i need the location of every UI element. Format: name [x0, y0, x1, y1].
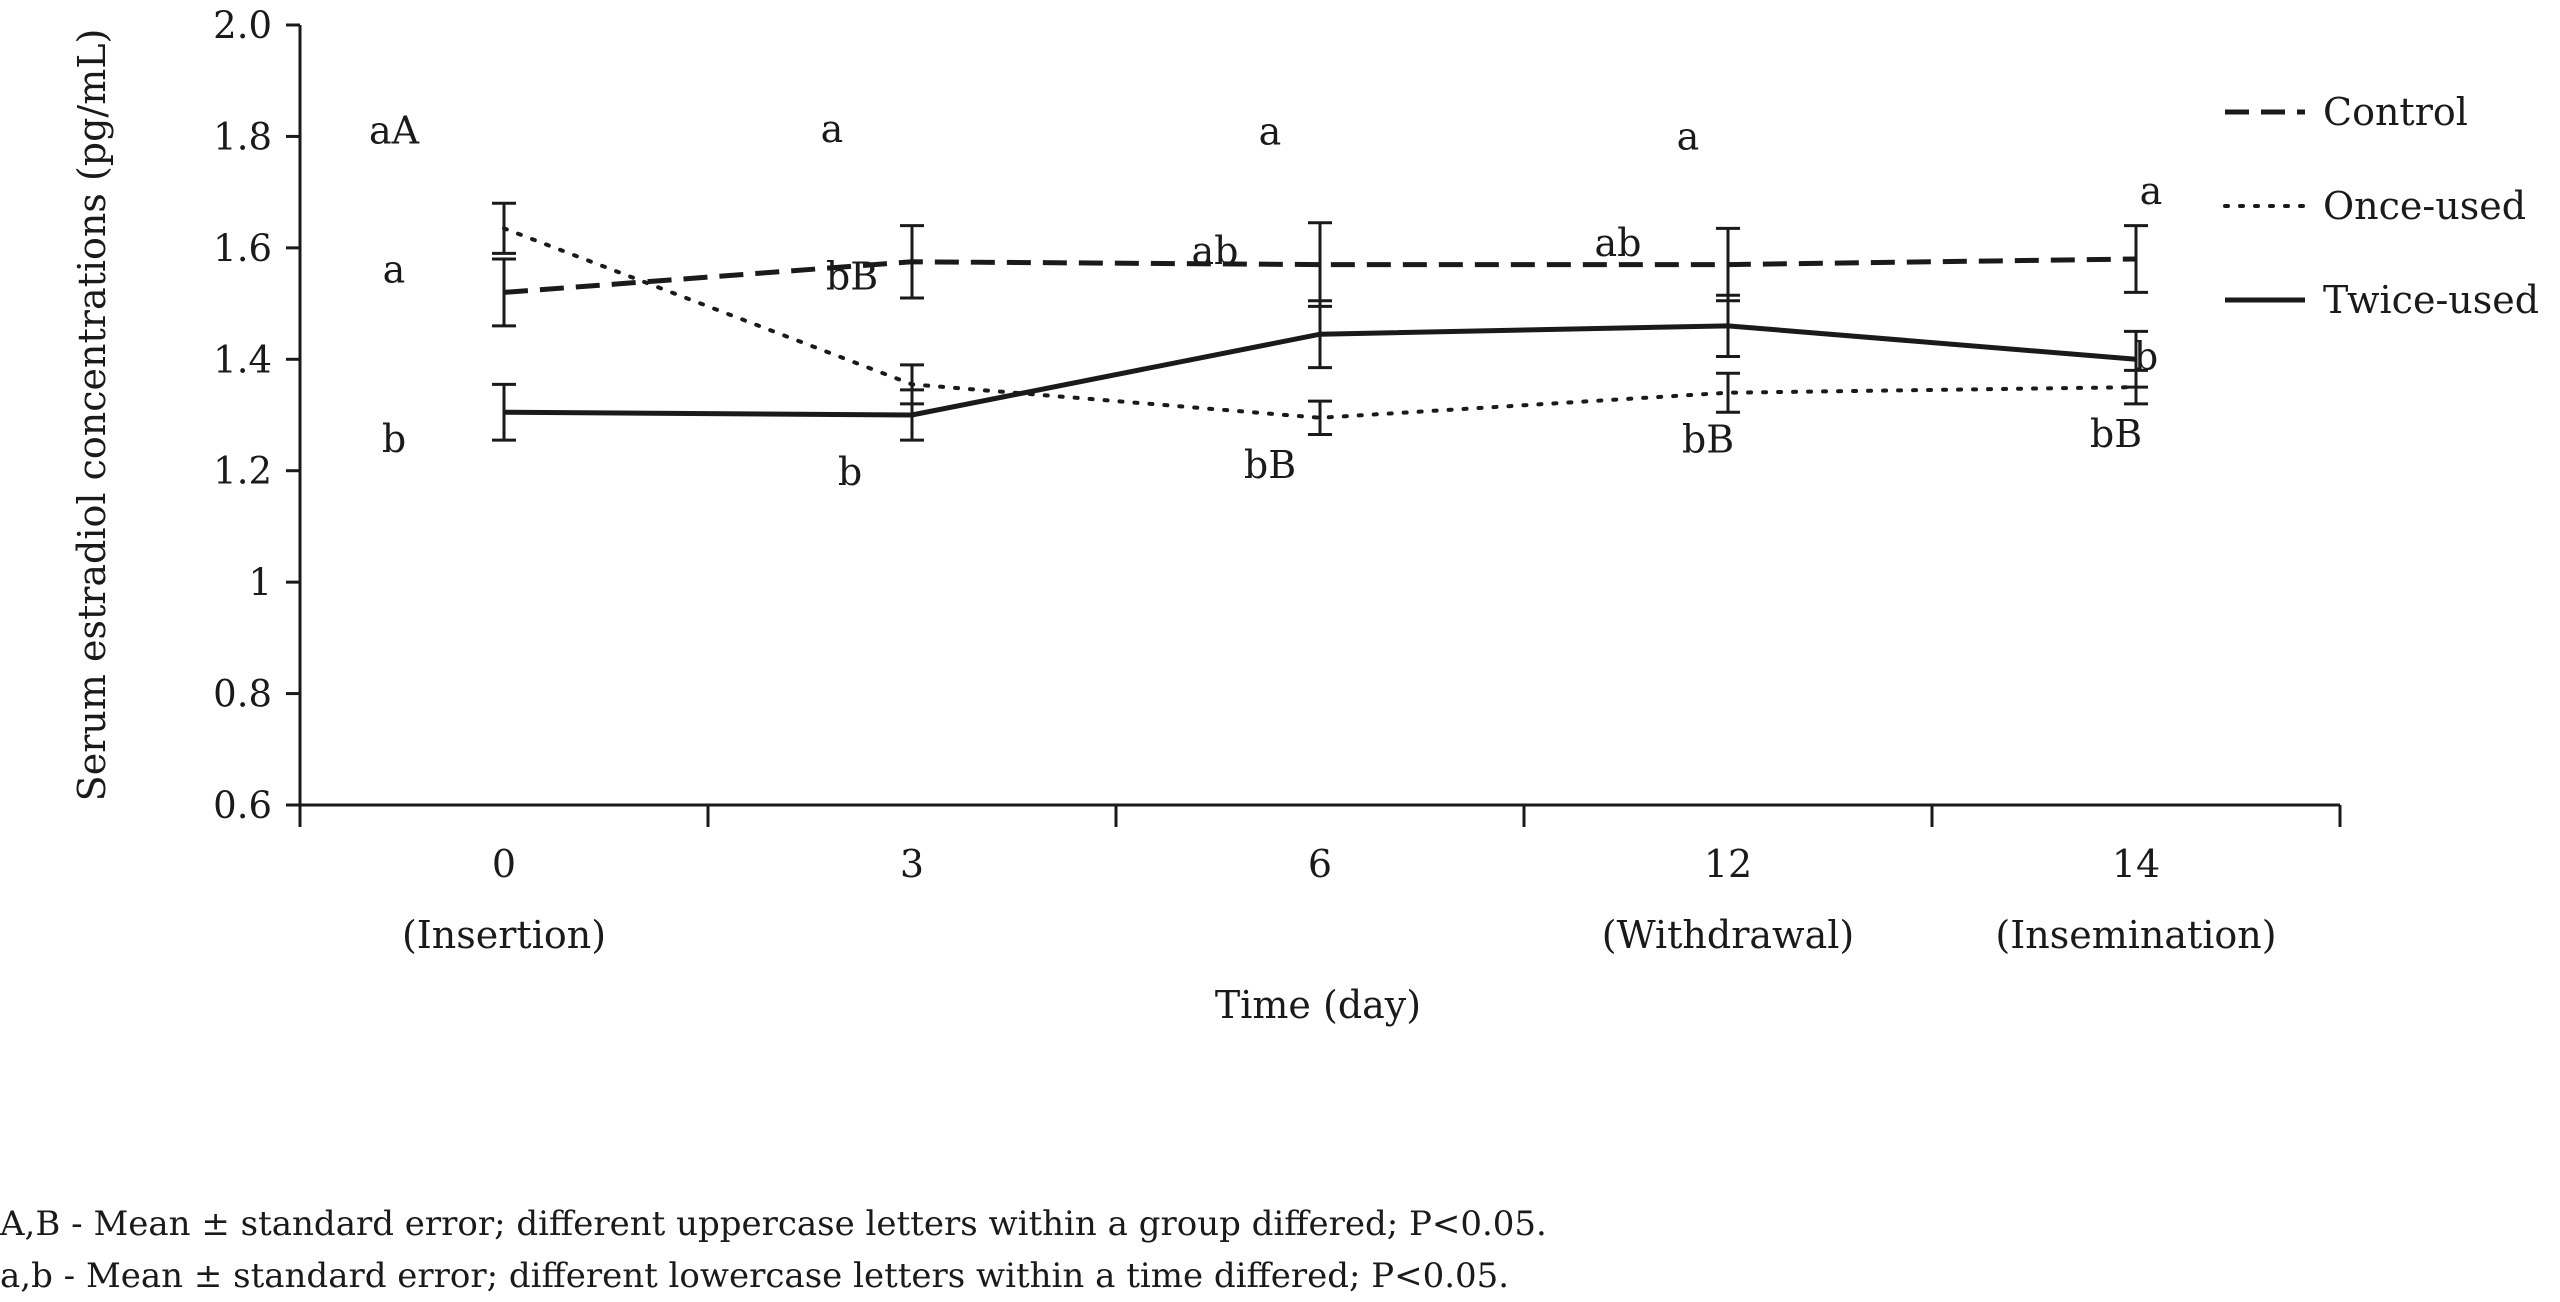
- footnotes: A,B - Mean ± standard error; different u…: [0, 1198, 2560, 1302]
- y-axis-label: Serum estradiol concentrations (pg/mL): [70, 29, 114, 802]
- data-label: b: [2134, 334, 2158, 378]
- x-tick-sublabel: (Withdrawal): [1602, 913, 1854, 957]
- y-tick-label: 1: [248, 561, 272, 604]
- data-label: b: [838, 450, 862, 494]
- legend-label: Twice-used: [2323, 278, 2539, 322]
- data-label: bB: [1244, 443, 1296, 487]
- data-label: aA: [369, 108, 420, 152]
- data-label: bB: [2090, 412, 2142, 456]
- data-label: a: [1259, 110, 1282, 154]
- x-tick-label: 0: [492, 842, 516, 886]
- x-tick-label: 14: [2112, 842, 2160, 886]
- data-label: a: [383, 247, 406, 291]
- axes: 0.6 0.8 1 1.2 1.4 1.6 1.8 2.0 0 (Insertion) 3 6 12 (W…: [213, 4, 2342, 957]
- legend-label: Control: [2323, 90, 2468, 134]
- data-label: ab: [1595, 221, 1642, 265]
- x-axis-label: Time (day): [1215, 983, 1421, 1027]
- y-tick-label: 1.6: [213, 227, 272, 270]
- x-tick-label: 12: [1704, 842, 1752, 886]
- y-tick-label: 2.0: [213, 4, 272, 47]
- data-label: bB: [826, 254, 878, 298]
- x-tick-sublabel: (Insertion): [402, 913, 606, 957]
- y-tick-label: 1.4: [213, 338, 272, 381]
- data-label: a: [821, 107, 844, 151]
- y-tick-label: 0.6: [213, 784, 272, 827]
- data-label: a: [2140, 169, 2163, 213]
- x-tick-sublabel: (Insemination): [1995, 913, 2276, 957]
- data-label: a: [1677, 115, 1700, 159]
- legend-label: Once-used: [2323, 184, 2526, 228]
- x-tick-label: 6: [1308, 842, 1332, 886]
- data-label: b: [382, 417, 406, 461]
- y-tick-label: 0.8: [213, 673, 272, 716]
- legend: Control Once-used Twice-used: [2223, 90, 2539, 322]
- footnote-lowercase: a,b - Mean ± standard error; different l…: [0, 1256, 1510, 1296]
- x-tick-label: 3: [900, 842, 924, 886]
- footnote-uppercase: A,B - Mean ± standard error; different u…: [0, 1204, 1547, 1244]
- series-line-control: [503, 256, 2137, 295]
- chart-marks: a a a a a aA bB bB bB bB b b ab ab b: [369, 107, 2162, 494]
- data-label: ab: [1192, 229, 1239, 273]
- data-label: bB: [1682, 418, 1734, 462]
- y-tick-label: 1.8: [213, 115, 272, 158]
- y-tick-label: 1.2: [213, 450, 272, 493]
- line-chart: 0.6 0.8 1 1.2 1.4 1.6 1.8 2.0 0 (Insertion) 3 6 12 (W…: [70, 4, 2539, 1027]
